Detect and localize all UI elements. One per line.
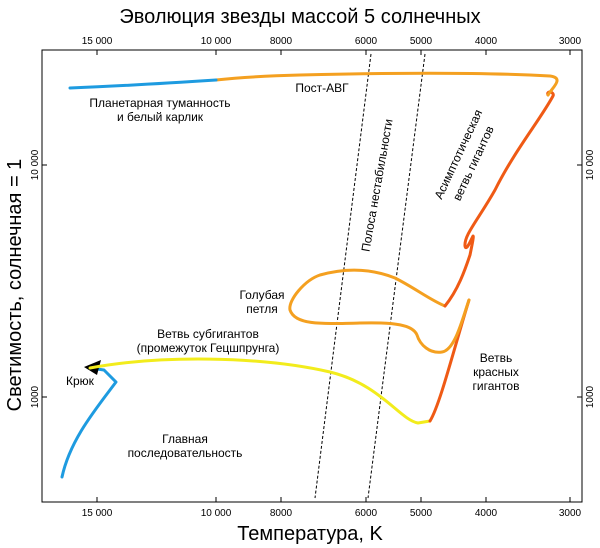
red-giant-label-1: Ветвь xyxy=(480,351,512,365)
x-tick-label: 10 000 xyxy=(201,36,232,47)
post-agb-track xyxy=(214,71,559,97)
x-ticks-top xyxy=(96,50,571,55)
post-agb-label: Пост-АВГ xyxy=(295,81,349,95)
y-tick-label: 1000 xyxy=(30,385,41,408)
x-tick-label: 4000 xyxy=(475,36,498,47)
subgiant-branch-track xyxy=(88,357,432,425)
y-tick-label: 10 000 xyxy=(585,149,596,180)
x-tick-label: 6000 xyxy=(355,508,378,519)
x-tick-label: 10 000 xyxy=(201,508,232,519)
x-tick-label: 15 000 xyxy=(82,36,113,47)
blue-loop-label-2: петля xyxy=(246,302,278,316)
red-giant-label-2: красных xyxy=(473,365,519,379)
instability-strip-right-boundary xyxy=(367,53,426,499)
planetary-nebula-label-1: Планетарная туманность xyxy=(89,96,230,110)
hook-label: Крюк xyxy=(66,374,95,388)
asymptotic-giant-branch-track xyxy=(443,90,555,308)
x-tick-label: 6000 xyxy=(355,36,378,47)
planetary-nebula-track xyxy=(68,78,218,90)
blue-loop-label-1: Голубая xyxy=(239,288,284,302)
y-ticks xyxy=(42,164,582,398)
instability-strip-label: Полоса нестабильности xyxy=(358,118,395,253)
x-tick-labels-top: 15 000 10 000 8000 6000 5000 4000 3000 xyxy=(82,36,582,47)
planetary-nebula-label-2: и белый карлик xyxy=(117,110,204,124)
x-tick-label: 8000 xyxy=(270,36,293,47)
y-tick-label: 1000 xyxy=(585,385,596,408)
x-tick-label: 3000 xyxy=(559,508,582,519)
x-tick-label: 4000 xyxy=(475,508,498,519)
plot-frame xyxy=(41,49,583,503)
x-axis-label: Температура, K xyxy=(237,523,383,545)
x-tick-label: 5000 xyxy=(410,36,433,47)
x-tick-label: 3000 xyxy=(559,36,582,47)
x-tick-labels-bottom: 15 000 10 000 8000 6000 5000 4000 3000 xyxy=(82,508,582,519)
subgiant-label-2: (промежуток Гецшпрунга) xyxy=(137,341,280,355)
main-sequence-label-1: Главная xyxy=(162,432,208,446)
y-axis-label: Светимость, солнечная = 1 xyxy=(4,159,26,412)
instability-strip-left-boundary xyxy=(314,53,372,499)
diagram-title: Эволюция звезды массой 5 солнечных xyxy=(119,6,480,28)
y-tick-label: 10 000 xyxy=(30,149,41,180)
x-tick-label: 15 000 xyxy=(82,508,113,519)
x-ticks-bottom xyxy=(96,497,571,502)
subgiant-label-1: Ветвь субгигантов xyxy=(157,327,259,341)
blue-loop-track xyxy=(288,268,471,354)
main-sequence-track xyxy=(60,366,118,479)
main-sequence-label-2: последовательность xyxy=(128,446,243,460)
x-tick-label: 5000 xyxy=(410,508,433,519)
red-giant-label-3: гигантов xyxy=(473,379,520,393)
x-tick-label: 8000 xyxy=(270,508,293,519)
